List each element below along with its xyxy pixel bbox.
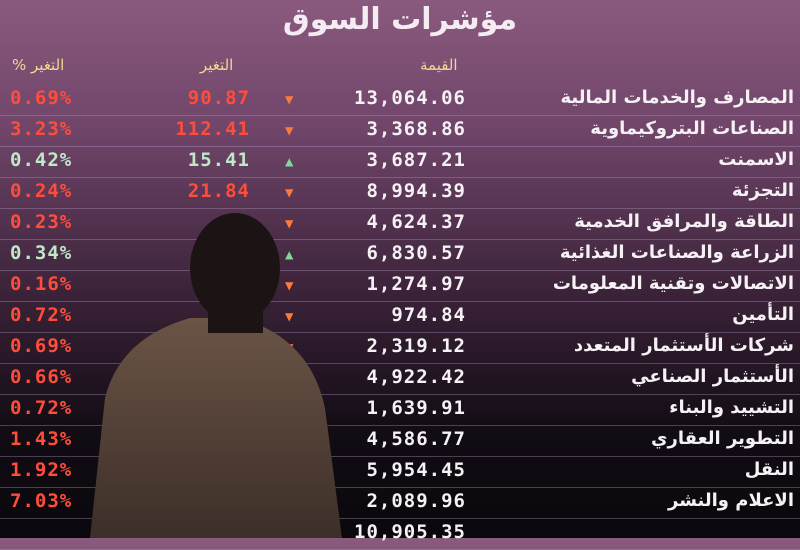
sector-name: التأمين [732,304,794,325]
sector-name: التجزئة [731,180,794,201]
index-value: 4,586.77 [366,428,466,450]
index-value: 13,064.06 [354,87,466,109]
sector-name: شركات الأستثمار المتعدد [573,335,794,356]
sector-name: المصارف والخدمات المالية [560,87,794,108]
arrow-up-icon: ▲ [285,154,295,170]
index-value: 974.84 [391,304,466,326]
index-value: 5,954.45 [366,459,466,481]
index-value: 2,319.12 [366,335,466,357]
arrow-down-icon: ▼ [285,123,295,139]
index-value: 2,089.96 [366,490,466,512]
change-value: 112.41 [175,118,250,140]
change-value: 15.41 [187,149,250,171]
sector-name: الاعلام والنشر [668,490,794,511]
index-row: 0.42% 15.41 ▲ 3,687.21 الاسمنت [0,146,800,178]
index-value: 6,830.57 [366,242,466,264]
pct-change: 0.72% [10,304,73,326]
pct-change: 0.34% [10,242,73,264]
arrow-down-icon: ▼ [285,309,295,325]
sector-name: الصناعات البتروكيماوية [590,118,794,139]
sector-name: التطوير العقاري [651,428,794,449]
arrow-up-icon: ▲ [285,247,295,263]
pct-change: 0.24% [10,180,73,202]
sector-name: التشييد والبناء [669,397,794,418]
index-row: 3.23% 112.41 ▼ 3,368.86 الصناعات البتروكيماو… [0,115,800,147]
sector-name: الطاقة والمرافق الخدمية [574,211,794,232]
arrow-down-icon: ▼ [285,278,295,294]
index-value: 4,624.37 [366,211,466,233]
change-value: 90.87 [187,87,250,109]
pct-change: 0.69% [10,335,73,357]
sector-name: الاسمنت [718,149,794,170]
index-value: 8,994.39 [366,180,466,202]
index-value: 1,274.97 [366,273,466,295]
sector-name: الاتصالات وتقنية المعلومات [552,273,794,294]
index-row: 0.16% ▼ 1,274.97 الاتصالات وتقنية المعلومات [0,270,800,302]
pct-change: 1.92% [10,459,73,481]
arrow-down-icon: ▼ [285,185,295,201]
header-pct-change: التغير % [12,56,65,74]
arrow-down-icon: ▼ [285,92,295,108]
sector-name: النقل [744,459,794,480]
index-value: 4,922.42 [366,366,466,388]
pct-change: 1.43% [10,428,73,450]
index-row: 0.24% 21.84 ▼ 8,994.39 التجزئة [0,177,800,209]
index-value: 3,368.86 [366,118,466,140]
index-row: 0.69% 90.87 ▼ 13,064.06 المصارف والخدمات الم… [0,84,800,116]
header-change: التغير [200,56,234,74]
pct-change: 0.69% [10,87,73,109]
pct-change: 7.03% [10,490,73,512]
index-value: 1,639.91 [366,397,466,419]
header-value: القيمة [420,56,458,74]
pct-change: 0.16% [10,273,73,295]
man-silhouette [90,213,342,538]
index-value: 10,905.35 [354,521,466,543]
arrow-down-icon: ▼ [285,216,295,232]
change-value: 21.84 [187,180,250,202]
pct-change: 0.42% [10,149,73,171]
pct-change: 0.23% [10,211,73,233]
board-title: مؤشرات السوق [282,2,518,37]
sector-name: الأستثمار الصناعي [631,366,794,387]
sector-name: الزراعة والصناعات الغذائية [559,242,794,263]
pct-change: 0.66% [10,366,73,388]
pct-change: 0.72% [10,397,73,419]
index-row: 0.72% ▼ 974.84 التأمين [0,301,800,333]
pct-change: 3.23% [10,118,73,140]
index-value: 3,687.21 [366,149,466,171]
